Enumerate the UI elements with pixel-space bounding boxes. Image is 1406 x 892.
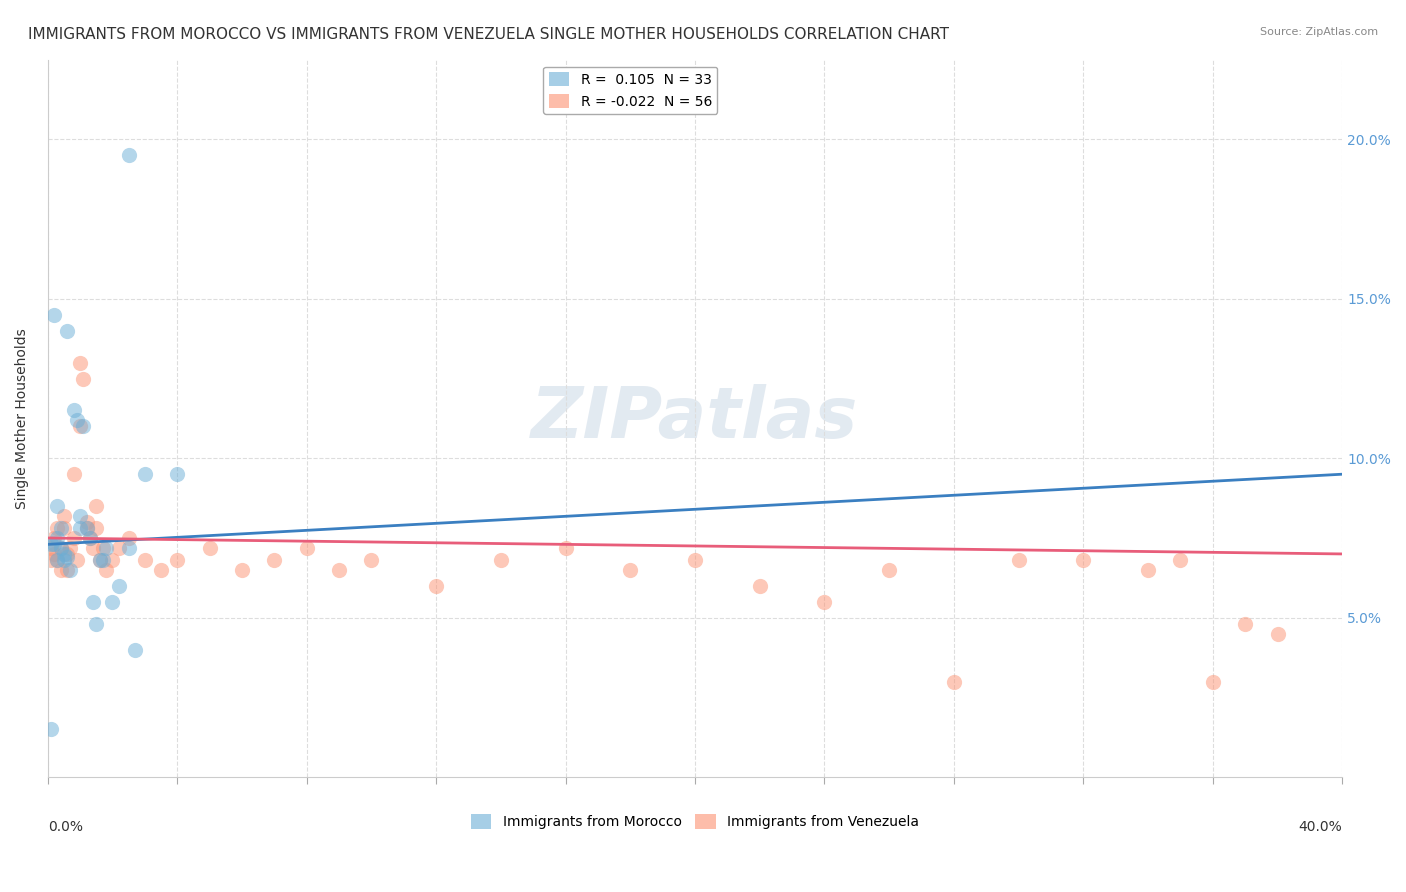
Point bbox=[82, 541, 104, 555]
Point bbox=[108, 541, 131, 555]
Text: IMMIGRANTS FROM MOROCCO VS IMMIGRANTS FROM VENEZUELA SINGLE MOTHER HOUSEHOLDS CO: IMMIGRANTS FROM MOROCCO VS IMMIGRANTS FR… bbox=[28, 27, 949, 42]
Point bbox=[198, 541, 221, 555]
Legend: Immigrants from Morocco, Immigrants from Venezuela: Immigrants from Morocco, Immigrants from… bbox=[465, 809, 925, 835]
Point bbox=[124, 642, 146, 657]
Point bbox=[44, 537, 66, 551]
Point bbox=[108, 579, 131, 593]
Point bbox=[66, 553, 89, 567]
Text: ZIPatlas: ZIPatlas bbox=[531, 384, 859, 453]
Point bbox=[76, 515, 98, 529]
Point bbox=[118, 531, 141, 545]
Point bbox=[62, 467, 84, 482]
Point bbox=[328, 563, 350, 577]
Point bbox=[59, 541, 82, 555]
Point bbox=[101, 595, 124, 609]
Point bbox=[89, 553, 111, 567]
Text: Source: ZipAtlas.com: Source: ZipAtlas.com bbox=[1260, 27, 1378, 37]
Point bbox=[101, 553, 124, 567]
Point bbox=[94, 563, 117, 577]
Point bbox=[39, 723, 62, 737]
Point bbox=[59, 563, 82, 577]
Point bbox=[62, 531, 84, 545]
Point bbox=[69, 355, 91, 369]
Point bbox=[166, 553, 188, 567]
Point bbox=[813, 595, 835, 609]
Point bbox=[39, 553, 62, 567]
Point bbox=[84, 499, 107, 513]
Point bbox=[263, 553, 285, 567]
Point bbox=[44, 308, 66, 322]
Point bbox=[91, 553, 114, 567]
Point bbox=[69, 521, 91, 535]
Point bbox=[1137, 563, 1160, 577]
Point bbox=[360, 553, 382, 567]
Point bbox=[52, 521, 75, 535]
Point bbox=[82, 595, 104, 609]
Point bbox=[1234, 617, 1257, 632]
Y-axis label: Single Mother Households: Single Mother Households bbox=[15, 328, 30, 508]
Point bbox=[79, 531, 101, 545]
Point bbox=[46, 553, 69, 567]
Point bbox=[56, 563, 79, 577]
Point bbox=[91, 541, 114, 555]
Point bbox=[66, 413, 89, 427]
Point bbox=[942, 674, 965, 689]
Point bbox=[1202, 674, 1225, 689]
Point bbox=[52, 547, 75, 561]
Point bbox=[56, 547, 79, 561]
Point bbox=[46, 553, 69, 567]
Point bbox=[69, 508, 91, 523]
Point bbox=[619, 563, 641, 577]
Point bbox=[62, 403, 84, 417]
Point bbox=[84, 617, 107, 632]
Point bbox=[49, 541, 72, 555]
Point bbox=[166, 467, 188, 482]
Point bbox=[231, 563, 253, 577]
Point bbox=[76, 521, 98, 535]
Point bbox=[49, 563, 72, 577]
Point bbox=[118, 541, 141, 555]
Point bbox=[134, 467, 156, 482]
Point bbox=[425, 579, 447, 593]
Point bbox=[295, 541, 318, 555]
Point bbox=[1007, 553, 1029, 567]
Point bbox=[72, 371, 94, 385]
Point bbox=[46, 521, 69, 535]
Point bbox=[69, 419, 91, 434]
Point bbox=[1267, 626, 1289, 640]
Point bbox=[877, 563, 900, 577]
Point bbox=[1170, 553, 1192, 567]
Point bbox=[118, 148, 141, 162]
Point bbox=[44, 547, 66, 561]
Point bbox=[134, 553, 156, 567]
Text: 40.0%: 40.0% bbox=[1299, 821, 1343, 834]
Point bbox=[56, 324, 79, 338]
Point bbox=[748, 579, 770, 593]
Point bbox=[52, 508, 75, 523]
Point bbox=[94, 541, 117, 555]
Point bbox=[39, 541, 62, 555]
Point bbox=[1073, 553, 1095, 567]
Point bbox=[72, 419, 94, 434]
Point bbox=[683, 553, 706, 567]
Point bbox=[44, 531, 66, 545]
Point bbox=[84, 521, 107, 535]
Point bbox=[56, 550, 79, 565]
Point bbox=[489, 553, 512, 567]
Text: 0.0%: 0.0% bbox=[48, 821, 83, 834]
Point bbox=[49, 521, 72, 535]
Point bbox=[49, 541, 72, 555]
Point bbox=[79, 531, 101, 545]
Point bbox=[89, 553, 111, 567]
Point bbox=[76, 521, 98, 535]
Point bbox=[52, 553, 75, 567]
Point bbox=[46, 499, 69, 513]
Point bbox=[39, 537, 62, 551]
Point bbox=[554, 541, 576, 555]
Point bbox=[150, 563, 173, 577]
Point bbox=[46, 531, 69, 545]
